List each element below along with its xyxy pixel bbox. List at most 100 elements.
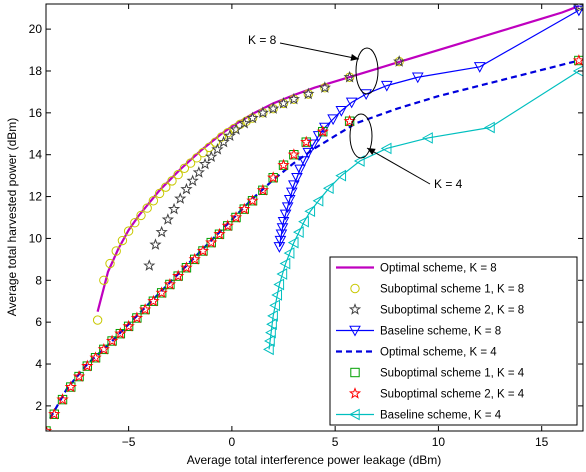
- data-point: [422, 132, 433, 144]
- data-point: [210, 137, 221, 147]
- data-point: [167, 176, 177, 186]
- legend-label: Optimal scheme, K = 4: [380, 347, 497, 359]
- data-point: [276, 268, 288, 280]
- data-point: [572, 65, 583, 77]
- data-point: [155, 286, 168, 299]
- data-point: [217, 135, 230, 148]
- data-point: [111, 246, 121, 256]
- data-point: [192, 166, 205, 178]
- data-point: [223, 129, 236, 142]
- y-tick-label: 14: [29, 148, 43, 162]
- data-point: [172, 269, 185, 282]
- data-point: [46, 424, 53, 431]
- annotation-arrowhead: [367, 148, 376, 156]
- series-2: [92, 4, 583, 325]
- data-point: [304, 205, 316, 218]
- legend-entry: Baseline scheme, K = 4: [336, 408, 502, 422]
- data-point: [353, 155, 365, 167]
- data-point: [360, 89, 372, 101]
- data-point: [263, 343, 274, 356]
- series-8: [263, 65, 583, 356]
- legend-entry: Suboptimal scheme 1, K = 8: [350, 283, 524, 296]
- y-tick-label: 20: [29, 22, 43, 36]
- data-point: [174, 192, 187, 204]
- y-tick-label: 12: [29, 190, 43, 204]
- legend-label: Suboptimal scheme 1, K = 8: [380, 284, 524, 296]
- data-point: [287, 236, 299, 249]
- data-point: [287, 148, 300, 160]
- annotation-layer: K = 8 K = 4: [248, 33, 463, 191]
- data-point: [335, 169, 347, 182]
- data-point: [283, 247, 295, 259]
- data-point: [229, 211, 243, 223]
- data-point: [205, 150, 218, 162]
- data-point: [307, 139, 320, 151]
- data-point: [343, 70, 356, 83]
- data-point: [256, 183, 269, 196]
- data-point: [213, 227, 226, 240]
- y-tick-label: 10: [29, 231, 43, 245]
- data-point: [99, 275, 109, 285]
- data-point: [302, 147, 315, 159]
- data-point: [267, 310, 278, 322]
- data-point: [322, 182, 334, 195]
- data-point: [281, 202, 294, 214]
- data-point: [267, 102, 280, 114]
- data-point: [266, 318, 277, 331]
- ticks-layer: −5 0 5 10 15 2 4 6 8 10 12 14 16 18 20: [29, 4, 583, 449]
- data-point: [572, 54, 583, 66]
- data-point: [246, 111, 259, 124]
- data-point: [198, 147, 208, 158]
- x-tick-label: 5: [332, 435, 339, 449]
- y-tick-label: 16: [29, 106, 43, 120]
- data-point: [122, 319, 135, 332]
- data-point: [117, 235, 128, 246]
- annotation-ellipse: [349, 113, 373, 159]
- data-point: [163, 278, 177, 290]
- data-point: [167, 202, 181, 215]
- data-point: [380, 142, 392, 155]
- x-tick-label: −5: [122, 435, 136, 449]
- data-point: [179, 163, 190, 174]
- data-point: [273, 278, 285, 291]
- data-point: [173, 169, 183, 180]
- data-point: [143, 259, 156, 271]
- series-5: [49, 59, 580, 419]
- legend-swatch-marker: [350, 283, 360, 294]
- axes-frame: [45, 3, 584, 432]
- data-point: [279, 209, 292, 221]
- y-tick-label: 8: [35, 273, 42, 287]
- y-tick-label: 4: [35, 357, 42, 371]
- legend-entry: Suboptimal scheme 2, K = 4: [348, 387, 525, 401]
- data-point: [196, 244, 210, 257]
- data-point: [192, 153, 202, 163]
- data-point: [89, 351, 102, 363]
- legend-label: Baseline scheme, K = 4: [380, 410, 502, 422]
- data-point: [265, 326, 276, 339]
- data-point: [188, 252, 201, 265]
- data-point: [180, 182, 193, 195]
- data-point: [393, 55, 406, 67]
- data-point: [283, 195, 296, 206]
- annotation-2: K = 4: [349, 113, 463, 191]
- data-point: [211, 143, 224, 155]
- legend-label: Suboptimal scheme 1, K = 4: [380, 368, 525, 380]
- data-point: [161, 213, 174, 225]
- data-point: [147, 294, 160, 307]
- y-tick-label: 6: [35, 315, 42, 329]
- data-point: [269, 299, 280, 312]
- data-point: [279, 257, 291, 270]
- series-7: [46, 54, 583, 431]
- data-point: [105, 334, 119, 347]
- annotation-ellipse: [355, 47, 379, 95]
- y-axis-label: Average total harvested power (dBm): [5, 118, 19, 317]
- data-point: [180, 261, 193, 273]
- data-point: [123, 226, 134, 236]
- data-point: [298, 215, 309, 228]
- x-tick-label: 0: [229, 435, 236, 449]
- data-point: [411, 72, 424, 84]
- data-point: [271, 289, 283, 301]
- data-point: [327, 114, 339, 126]
- data-point: [92, 315, 103, 325]
